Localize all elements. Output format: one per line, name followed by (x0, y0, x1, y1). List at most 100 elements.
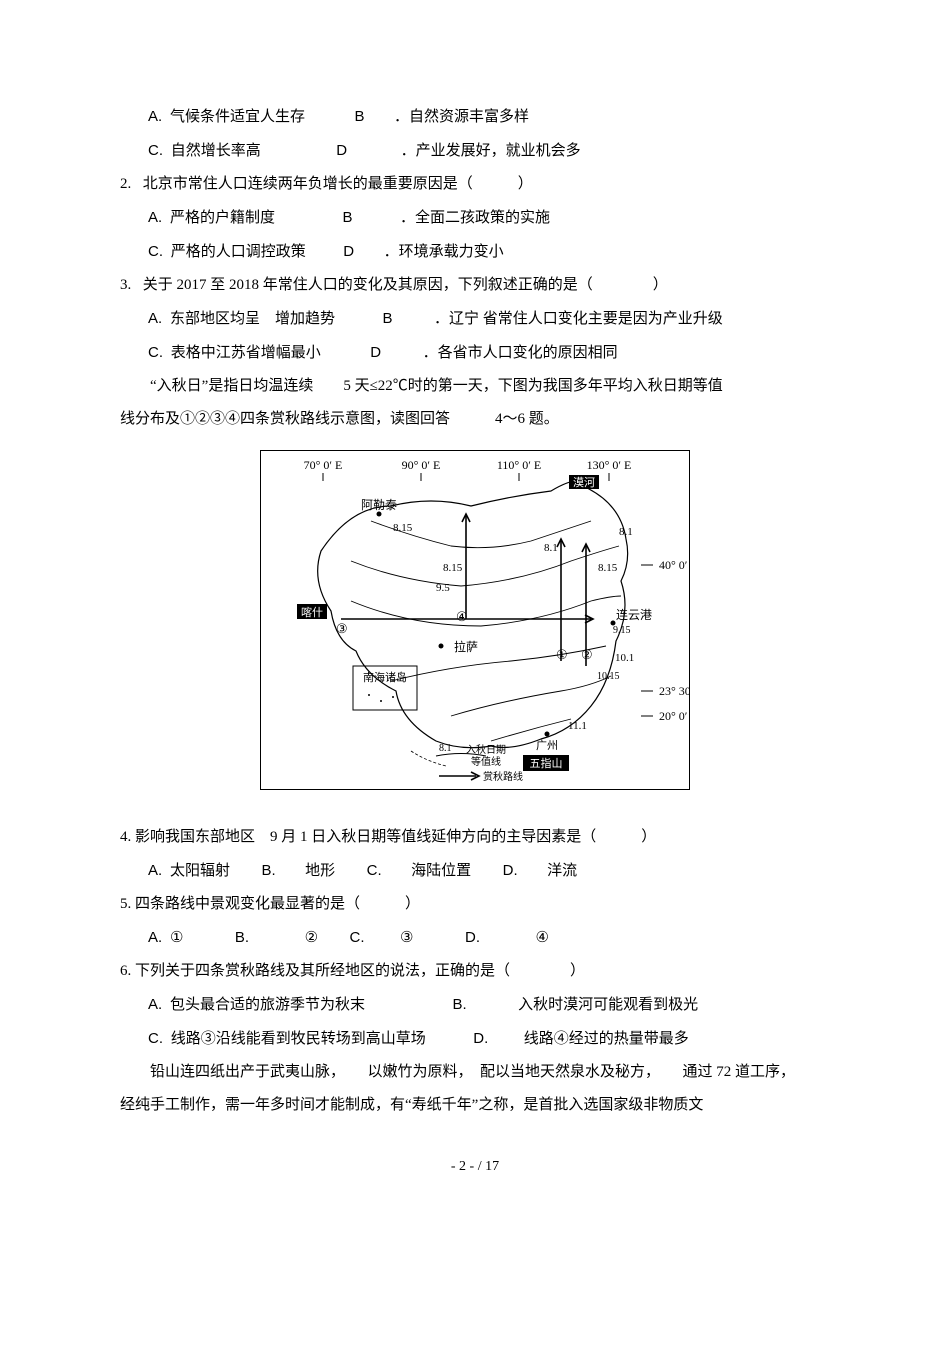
lat40: 40° 0′ N (659, 558, 690, 572)
q4-opta: 太阳辐射 (170, 863, 230, 879)
q6-stem: 下列关于四条赏秋路线及其所经地区的说法，正确的是（ ） (135, 963, 585, 979)
q6-stem-line: 6. 下列关于四条赏秋路线及其所经地区的说法，正确的是（ ） (120, 955, 830, 988)
q1-optb: ．自然资源丰富多样 (394, 109, 529, 125)
guangzhou: 广州 (536, 739, 558, 752)
context1-line1: “入秋日”是指日均温连续 5 天≤22℃时的第一天，下图为我国多年平均入秋日期等… (120, 370, 830, 403)
v815: 8.15 (393, 522, 413, 534)
q5-opta: ① (170, 930, 183, 946)
lat23: 23° 30′ N (659, 684, 690, 698)
q4-options: A. 太阳辐射 B. 地形 C. 海陆位置 D. 洋流 (120, 854, 830, 888)
q4-stem-line: 4. 影响我国东部地区 9 月 1 日入秋日期等值线延伸方向的主导因素是（ ） (120, 821, 830, 854)
q2-optd: ．环境承载力变小 (384, 244, 504, 260)
q6-row-cd: C. 线路③沿线能看到牧民转场到高山草场 D. 线路④经过的热量带最多 (120, 1022, 830, 1056)
q6-num: 6. (120, 963, 131, 979)
v111: 11.1 (568, 720, 587, 732)
q6-optd: 线路④经过的热量带最多 (524, 1031, 689, 1047)
context2-line2: 经纯手工制作，需一年多时间才能制成，有“寿纸千年”之称，是首批入选国家级非物质文 (120, 1089, 830, 1122)
svg-text:入秋日期: 入秋日期 (466, 743, 506, 756)
q2-optc: 严格的人口调控政策 (171, 244, 306, 260)
q6-opta: 包头最合适的旅游季节为秋末 (170, 997, 365, 1013)
opt-label-c: C. (148, 142, 163, 159)
v815b: 8.15 (443, 562, 463, 574)
opt-label-a: A. (148, 209, 162, 226)
q3-row-ab: A. 东部地区均呈 增加趋势 B ．辽宁 省常住人口变化主要是因为产业升级 (120, 302, 830, 336)
lianyungang: 连云港 (616, 607, 652, 622)
q2-stem: 北京市常住人口连续两年负增长的最重要原因是（ ） (143, 176, 533, 192)
q2-stem-line: 2. 北京市常住人口连续两年负增长的最重要原因是（ ） (120, 168, 830, 201)
q2-row-cd: C. 严格的人口调控政策 D ．环境承载力变小 (120, 235, 830, 269)
q4-num: 4. (120, 829, 131, 845)
aletai: 阿勒泰 (361, 498, 397, 512)
kashi: 喀什 (301, 606, 323, 619)
opt-label-d: D (336, 142, 347, 159)
v95: 9.5 (436, 582, 450, 594)
opt-label-b: B (382, 310, 392, 327)
svg-text:8.1: 8.1 (439, 743, 452, 754)
q5-optb: ② (305, 930, 318, 946)
opt-label-b: B (342, 209, 352, 226)
q4-optb: 地形 (305, 863, 335, 879)
q1-row-ab: A. 气候条件适宜人生存 B ．自然资源丰富多样 (120, 100, 830, 134)
q3-opta: 东部地区均呈 增加趋势 (170, 311, 335, 327)
v815c: 8.15 (598, 562, 618, 574)
wuzhishan: 五指山 (530, 756, 563, 770)
q1-row-cd: C. 自然增长率高 D ．产业发展好，就业机会多 (120, 134, 830, 168)
q3-stem: 关于 2017 至 2018 年常住人口的变化及其原因，下列叙述正确的是（ ） (143, 277, 668, 293)
opt-label-a: A. (148, 310, 162, 327)
v915: 9.15 (613, 625, 631, 636)
q3-optb: ．辽宁 省常住人口变化主要是因为产业升级 (434, 311, 723, 327)
q2-num: 2. (120, 176, 131, 192)
v101: 10.1 (615, 652, 634, 664)
q2-optb: ．全面二孩政策的实施 (400, 210, 550, 226)
q5-optc: ③ (400, 930, 413, 946)
q3-optd: ．各省市人口变化的原因相同 (423, 345, 618, 361)
lasa: 拉萨 (454, 639, 478, 654)
china-outline (318, 481, 628, 748)
svg-text:赏秋路线: 赏秋路线 (483, 770, 523, 783)
q5-options: A. ① B. ② C. ③ D. ④ (120, 921, 830, 955)
q1-opta: 气候条件适宜人生存 (170, 109, 305, 125)
lon90: 90° 0′ E (402, 458, 441, 472)
q1-optd: ．产业发展好，就业机会多 (401, 143, 581, 159)
opt-label-d: D (343, 243, 354, 260)
q5-optd: ④ (535, 930, 548, 946)
lon70: 70° 0′ E (304, 458, 343, 472)
q3-stem-line: 3. 关于 2017 至 2018 年常住人口的变化及其原因，下列叙述正确的是（… (120, 269, 830, 302)
q2-row-ab: A. 严格的户籍制度 B ．全面二孩政策的实施 (120, 201, 830, 235)
q4-stem: 影响我国东部地区 9 月 1 日入秋日期等值线延伸方向的主导因素是（ ） (135, 829, 656, 845)
q3-row-cd: C. 表格中江苏省增幅最小 D ．各省市人口变化的原因相同 (120, 336, 830, 370)
q6-optc: 线路③沿线能看到牧民转场到高山草场 (171, 1031, 426, 1047)
c2: ② (581, 647, 593, 662)
page-number: - 2 - / 17 (120, 1152, 830, 1183)
q5-stem: 四条路线中景观变化最显著的是（ ） (135, 896, 420, 912)
mohe: 漠河 (573, 476, 595, 489)
v1015: 10.15 (597, 671, 620, 682)
v81b: 8.1 (619, 526, 633, 538)
lat20: 20° 0′ N (659, 709, 690, 723)
q3-optc: 表格中江苏省增幅最小 (171, 345, 321, 361)
svg-text:等值线: 等值线 (471, 755, 501, 768)
context2-line1: 铅山连四纸出产于武夷山脉， 以嫩竹为原料， 配以当地天然泉水及秘方， 通过 72… (120, 1056, 830, 1089)
q5-stem-line: 5. 四条路线中景观变化最显著的是（ ） (120, 888, 830, 921)
q6-row-ab: A. 包头最合适的旅游季节为秋末 B. 入秋时漠河可能观看到极光 (120, 988, 830, 1022)
lon110: 110° 0′ E (497, 458, 541, 472)
v81: 8.1 (544, 542, 558, 554)
opt-label-b: B (354, 108, 364, 125)
q3-num: 3. (120, 277, 131, 293)
q5-num: 5. (120, 896, 131, 912)
opt-label-c: C. (148, 243, 163, 260)
lon130: 130° 0′ E (587, 458, 632, 472)
q4-optc: 海陆位置 (411, 863, 471, 879)
nanhai: 南海诸岛 (363, 670, 407, 684)
opt-label-c: C. (148, 344, 163, 361)
map-figure: 70° 0′ E 90° 0′ E 110° 0′ E 130° 0′ E 40… (120, 450, 830, 803)
q4-optd: 洋流 (547, 863, 577, 879)
legend: 8.1 入秋日期 等值线 赏秋路线 (436, 743, 523, 783)
q2-opta: 严格的户籍制度 (170, 210, 275, 226)
q1-optc: 自然增长率高 (171, 143, 261, 159)
q6-optb: 入秋时漠河可能观看到极光 (518, 997, 698, 1013)
c1: ① (556, 647, 568, 662)
opt-label-d: D (370, 344, 381, 361)
context1-line2: 线分布及①②③④四条赏秋路线示意图，读图回答 4～6 题。 (120, 403, 830, 436)
c3: ③ (336, 621, 348, 636)
